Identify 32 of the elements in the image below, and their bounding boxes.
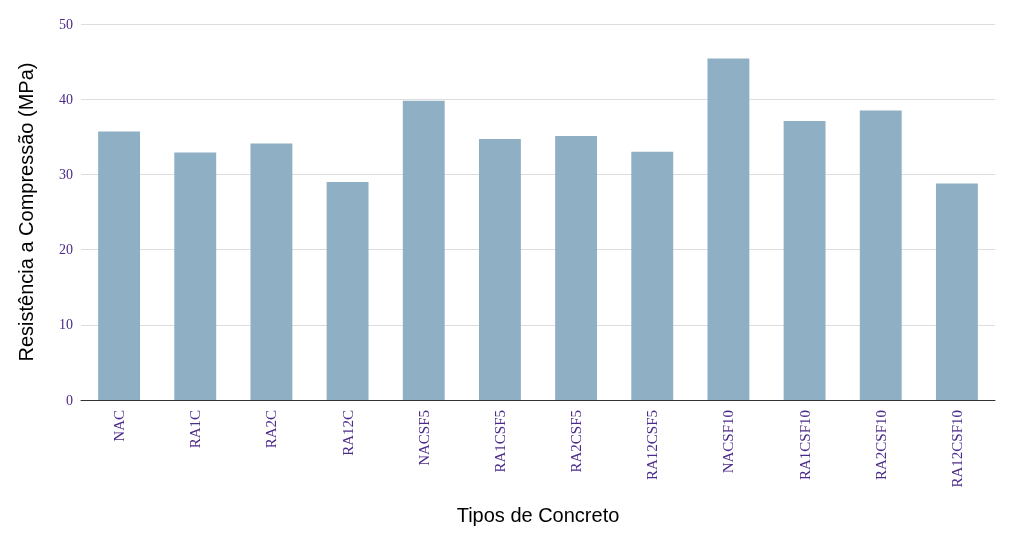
bar <box>631 151 674 400</box>
x-tick-label: NACSF10 <box>720 410 737 474</box>
x-axis-title: Tipos de Concreto <box>456 504 620 526</box>
bar <box>326 181 369 400</box>
bar <box>707 58 750 400</box>
x-tick-label: RA12CSF5 <box>644 410 661 481</box>
y-axis-title: Resistência a Compressão (MPa) <box>15 62 37 362</box>
bar <box>250 143 293 400</box>
y-tick-label: 50 <box>59 16 73 32</box>
y-tick-label: 0 <box>66 392 73 408</box>
y-tick-label: 10 <box>59 317 73 333</box>
y-tick-label: 20 <box>59 242 73 258</box>
x-tick-label: RA1CSF5 <box>491 410 508 473</box>
x-tick-label: RA2C <box>263 410 280 449</box>
x-tick-label: RA2CSF5 <box>568 410 585 473</box>
x-tick-label: NACSF5 <box>415 410 432 466</box>
x-tick-label: RA12C <box>339 410 356 456</box>
x-tick-label: RA1C <box>187 410 204 449</box>
x-tick-label: NAC <box>111 410 128 442</box>
bar <box>478 139 521 400</box>
bar <box>402 100 445 400</box>
bar <box>98 131 141 400</box>
bar <box>555 136 598 400</box>
y-tick-label: 40 <box>59 91 73 107</box>
bar <box>859 110 902 400</box>
y-tick-label: 30 <box>59 166 73 182</box>
bar <box>783 121 826 400</box>
x-tick-label: RA1CSF10 <box>796 410 813 481</box>
bar <box>174 152 217 400</box>
bar <box>935 183 978 400</box>
x-tick-label: RA12CSF10 <box>948 410 965 488</box>
x-tick-label: RA2CSF10 <box>872 410 889 481</box>
